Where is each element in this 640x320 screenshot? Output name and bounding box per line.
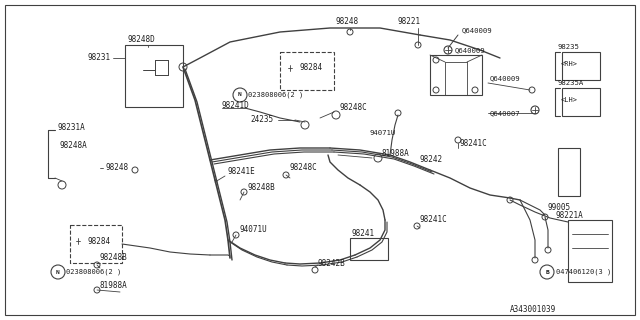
- Text: 98235A: 98235A: [558, 80, 584, 86]
- FancyBboxPatch shape: [568, 220, 612, 282]
- Text: 94071U: 94071U: [240, 226, 268, 235]
- Text: 98241: 98241: [352, 229, 375, 238]
- Text: 98248: 98248: [105, 164, 128, 172]
- Text: Q640009: Q640009: [455, 47, 486, 53]
- Text: 98242: 98242: [420, 156, 443, 164]
- Text: <LH>: <LH>: [561, 97, 578, 103]
- Text: 98231A: 98231A: [57, 123, 84, 132]
- FancyBboxPatch shape: [280, 52, 334, 90]
- Text: Q640007: Q640007: [490, 110, 520, 116]
- Text: 98241C: 98241C: [420, 215, 448, 225]
- Text: 98241D: 98241D: [222, 100, 250, 109]
- Text: 98248D: 98248D: [128, 36, 156, 44]
- Text: <RH>: <RH>: [561, 61, 578, 67]
- Text: 023808006(2 ): 023808006(2 ): [66, 269, 121, 275]
- Text: 98248C: 98248C: [290, 164, 317, 172]
- FancyBboxPatch shape: [350, 238, 388, 260]
- FancyBboxPatch shape: [562, 52, 600, 80]
- Text: 81988A: 81988A: [382, 148, 410, 157]
- Text: 98248A: 98248A: [60, 140, 88, 149]
- Text: B: B: [545, 269, 549, 275]
- Text: 98235: 98235: [558, 44, 580, 50]
- Text: 98248C: 98248C: [340, 103, 368, 113]
- Text: A343001039: A343001039: [510, 306, 556, 315]
- FancyBboxPatch shape: [562, 88, 600, 116]
- Text: 98241C: 98241C: [460, 139, 488, 148]
- Text: 94071U: 94071U: [370, 130, 396, 136]
- Text: Q640009: Q640009: [490, 75, 520, 81]
- Text: 98231: 98231: [88, 53, 111, 62]
- Text: 023808006(2 ): 023808006(2 ): [248, 92, 303, 98]
- FancyBboxPatch shape: [70, 225, 122, 263]
- Text: 98241E: 98241E: [228, 167, 256, 177]
- Text: 98221: 98221: [398, 18, 421, 27]
- Text: 24235: 24235: [250, 116, 273, 124]
- Text: 047406120(3 ): 047406120(3 ): [556, 269, 611, 275]
- Text: N: N: [238, 92, 242, 98]
- Text: 98221A: 98221A: [555, 211, 583, 220]
- Text: N: N: [56, 269, 60, 275]
- Text: 98248: 98248: [335, 18, 358, 27]
- Text: 81988A: 81988A: [100, 281, 128, 290]
- Text: Q640009: Q640009: [462, 27, 493, 33]
- FancyBboxPatch shape: [125, 45, 183, 107]
- Text: 98242B: 98242B: [318, 259, 346, 268]
- Text: 98284: 98284: [300, 63, 323, 73]
- Text: 98248B: 98248B: [100, 253, 128, 262]
- FancyBboxPatch shape: [430, 55, 482, 95]
- Text: 98248B: 98248B: [248, 183, 276, 193]
- Text: 99005: 99005: [547, 203, 570, 212]
- Text: 98284: 98284: [88, 236, 111, 245]
- FancyBboxPatch shape: [5, 5, 635, 315]
- FancyBboxPatch shape: [558, 148, 580, 196]
